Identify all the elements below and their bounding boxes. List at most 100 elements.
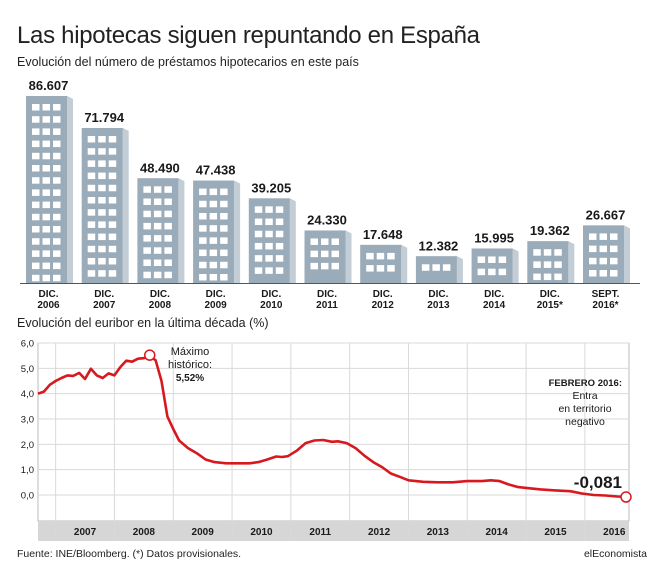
building-window	[98, 257, 106, 265]
building-window	[599, 245, 607, 253]
building-window	[533, 273, 541, 281]
building-window	[477, 268, 486, 276]
building-window	[153, 198, 162, 206]
building-side	[512, 248, 519, 283]
bar-category-label: 2014	[483, 300, 506, 311]
x-year-label: 2011	[309, 527, 331, 538]
building-window	[98, 160, 106, 167]
building-window	[108, 221, 117, 228]
building-side	[234, 180, 241, 283]
building-window	[98, 245, 106, 253]
building-window	[164, 259, 172, 267]
building-window	[477, 256, 486, 263]
bar-category-label: 2008	[149, 300, 172, 311]
building-window	[488, 256, 496, 263]
bar-value-label: 12.382	[419, 238, 459, 253]
building-window	[498, 256, 507, 263]
building-window	[498, 268, 507, 276]
bar-category-label: 2010	[260, 300, 283, 311]
source-note: Fuente: INE/Bloomberg. (*) Datos provisi…	[17, 548, 242, 560]
building-bar	[583, 225, 630, 283]
building-window	[199, 237, 207, 244]
building-window	[98, 135, 106, 143]
building-window	[310, 238, 318, 245]
building-window	[87, 160, 96, 167]
building-window	[42, 128, 50, 135]
building-window	[254, 206, 263, 213]
building-window	[199, 249, 207, 257]
x-year-label: 2014	[486, 527, 509, 538]
x-year-label: 2016	[603, 527, 626, 538]
bar-value-label: 71.794	[84, 110, 125, 125]
building-window	[442, 264, 451, 271]
building-window	[254, 230, 263, 238]
building-window	[98, 172, 106, 180]
bar-category-label: 2012	[372, 300, 395, 311]
building-window	[376, 252, 385, 260]
building-window	[32, 201, 40, 209]
bar-value-label: 47.438	[196, 163, 236, 178]
building-window	[321, 238, 329, 245]
building-window	[108, 184, 117, 192]
page-title: Las hipotecas siguen repuntando en Españ…	[17, 22, 480, 49]
x-year-label: 2009	[192, 527, 215, 538]
building-window	[275, 242, 284, 250]
building-window	[265, 218, 273, 226]
building-window	[87, 221, 96, 228]
building-window	[376, 265, 385, 272]
building-window	[589, 233, 597, 240]
bar-category-label: 2011	[316, 300, 338, 311]
building-window	[275, 206, 284, 213]
building-window	[209, 188, 218, 196]
x-year-label: 2015	[544, 527, 567, 538]
building-window	[533, 261, 541, 268]
building-window	[209, 273, 218, 281]
building-window	[32, 140, 40, 148]
building-window	[275, 255, 284, 262]
building-front	[360, 244, 402, 283]
building-window	[220, 212, 228, 220]
bar-value-label: 24.330	[307, 212, 347, 227]
building-window	[32, 262, 40, 270]
building-window	[589, 270, 597, 277]
building-window	[143, 186, 151, 193]
building-window	[32, 274, 40, 282]
y-tick-label: 0,0	[21, 491, 34, 502]
building-bar	[471, 248, 519, 283]
building-window	[275, 267, 284, 274]
building-window	[164, 271, 172, 279]
building-window	[554, 261, 562, 268]
building-bar	[360, 244, 408, 283]
building-window	[143, 235, 151, 242]
mortgage-bar-chart: 86.607DIC.200671.794DIC.200748.490DIC.20…	[20, 78, 640, 311]
building-window	[543, 249, 552, 256]
building-window	[87, 245, 96, 253]
building-window	[209, 200, 218, 208]
bar-value-label: 39.205	[251, 180, 291, 195]
building-window	[42, 201, 50, 209]
bar-category-label: 2016*	[592, 300, 618, 311]
building-window	[32, 189, 40, 196]
bar-category-label: DIC.	[150, 289, 170, 300]
building-window	[543, 273, 552, 281]
building-window	[53, 189, 61, 196]
building-window	[87, 270, 96, 277]
building-side	[456, 256, 463, 283]
building-window	[53, 140, 61, 148]
max-annotation-value: 5,52%	[176, 373, 204, 384]
building-window	[143, 198, 151, 206]
building-window	[87, 172, 96, 180]
building-window	[599, 257, 607, 265]
x-year-label: 2010	[250, 527, 273, 538]
building-window	[108, 148, 117, 155]
building-window	[108, 270, 117, 277]
building-window	[199, 273, 207, 281]
building-window	[488, 268, 496, 276]
building-window	[42, 165, 50, 172]
building-window	[153, 259, 162, 267]
building-window	[533, 249, 541, 256]
building-window	[421, 264, 430, 271]
bar-value-label: 26.667	[586, 207, 626, 222]
building-side	[401, 244, 408, 283]
building-window	[366, 252, 374, 260]
